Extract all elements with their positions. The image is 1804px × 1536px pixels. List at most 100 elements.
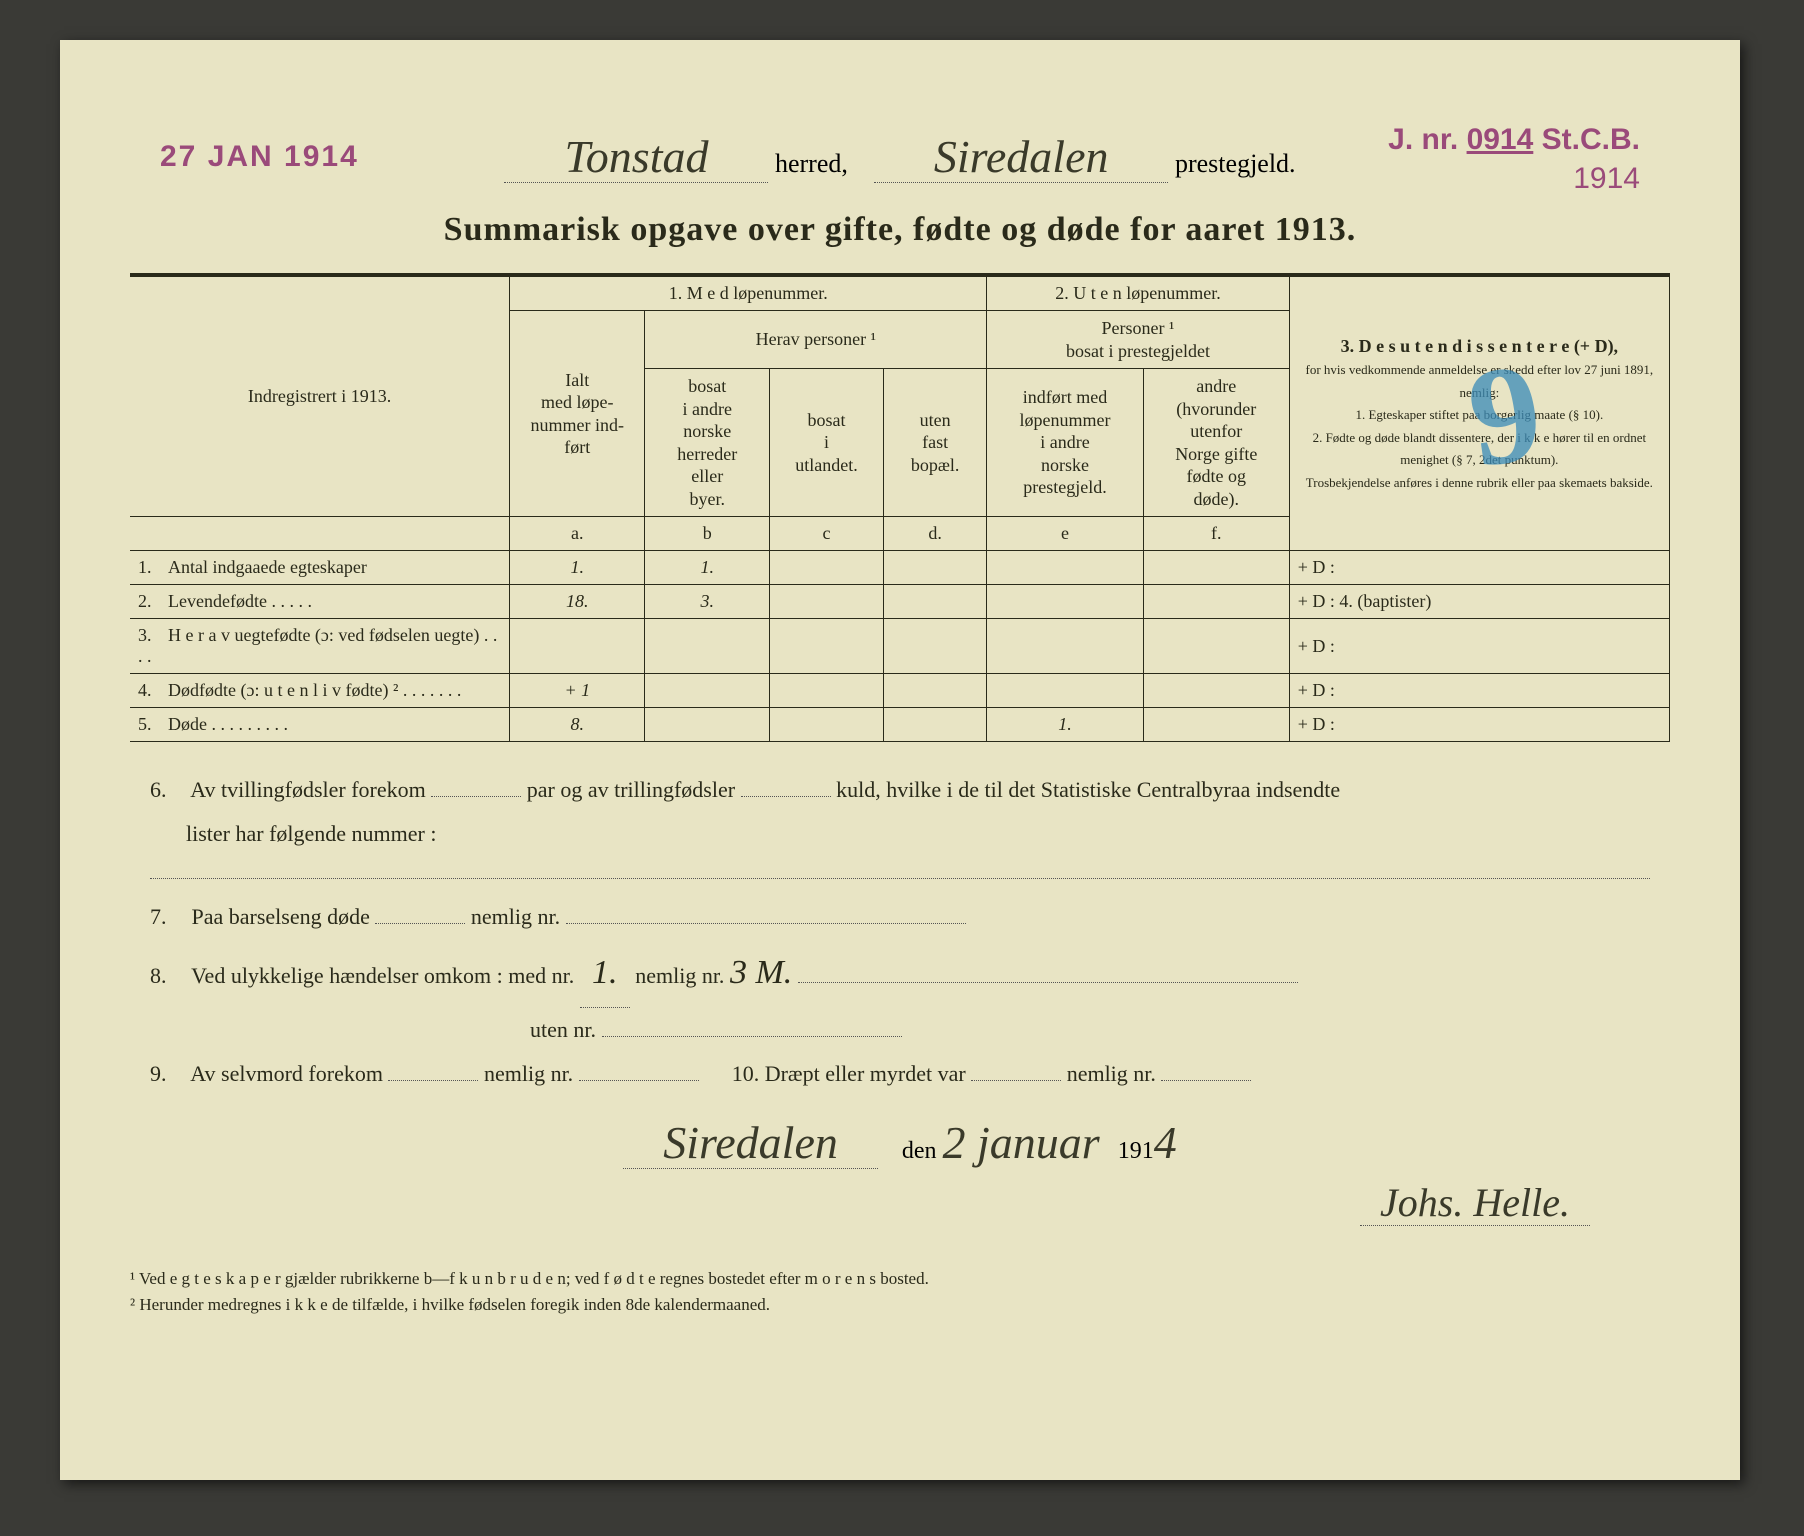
cell-b: 1. bbox=[645, 551, 770, 585]
left-header: Indregistrert i 1913. bbox=[130, 277, 510, 517]
sig-den: den bbox=[902, 1138, 937, 1164]
cell-f bbox=[1143, 708, 1289, 742]
note6a: Av tvillingfødsler forekom bbox=[190, 777, 425, 802]
note8b: nemlig nr. bbox=[635, 963, 724, 988]
cell-g: + D : bbox=[1289, 619, 1669, 674]
note8-val2: 3 M. bbox=[730, 954, 792, 991]
herred-label: herred, bbox=[775, 149, 848, 178]
cell-c bbox=[770, 585, 884, 619]
section3: 3. D e s u t e n d i s s e n t e r e (+ … bbox=[1289, 277, 1669, 551]
footnote-1: ¹ Ved e g t e s k a p e r gjælder rubrik… bbox=[130, 1266, 1670, 1292]
row-num: 1. bbox=[138, 557, 168, 578]
cell-a bbox=[510, 619, 645, 674]
notes-section: 6. Av tvillingfødsler forekom par og av … bbox=[130, 768, 1670, 1096]
footnote-2: ² Herunder medregnes i k k e de tilfælde… bbox=[130, 1292, 1670, 1318]
section3-title: 3. D e s u t e n d i s s e n t e r e (+ … bbox=[1341, 336, 1618, 356]
cell-b: 3. bbox=[645, 585, 770, 619]
sig-date: 2 januar bbox=[943, 1117, 1100, 1168]
document-paper: 27 JAN 1914 J. nr. 0914 St.C.B. 1914 Ton… bbox=[60, 40, 1740, 1480]
row-label: H e r a v uegtefødte (ɔ: ved fødselen ue… bbox=[138, 625, 497, 666]
note6c: kuld, hvilke i de til det Statistiske Ce… bbox=[836, 777, 1340, 802]
prestegjeld-label: prestegjeld. bbox=[1175, 149, 1296, 178]
note7: Paa barselseng døde bbox=[192, 904, 370, 929]
main-table: Indregistrert i 1913. 1. M e d løpenumme… bbox=[130, 276, 1670, 742]
cell-g: + D : 4. (baptister) bbox=[1289, 585, 1669, 619]
col-f-header: andre (hvorunder utenfor Norge gifte fød… bbox=[1143, 369, 1289, 517]
herred-value: Tonstad bbox=[504, 131, 768, 183]
cell-d bbox=[883, 619, 986, 674]
row-label: Levendefødte . . . . . bbox=[168, 591, 312, 611]
cell-d bbox=[883, 674, 986, 708]
table-row: 2.Levendefødte . . . . . 18. 3. + D : 4.… bbox=[130, 585, 1670, 619]
table-row: 5.Døde . . . . . . . . . 8. 1. + D : bbox=[130, 708, 1670, 742]
row-num: 2. bbox=[138, 591, 168, 612]
date-stamp: 27 JAN 1914 bbox=[160, 140, 359, 174]
cell-b bbox=[645, 674, 770, 708]
sig-year-prefix: 191 bbox=[1118, 1138, 1154, 1164]
note8: Ved ulykkelige hændelser omkom : med nr. bbox=[191, 963, 574, 988]
note7b: nemlig nr. bbox=[471, 904, 560, 929]
cell-g: + D : bbox=[1289, 674, 1669, 708]
cell-g: + D : bbox=[1289, 708, 1669, 742]
cell-c bbox=[770, 674, 884, 708]
note8c: uten nr. bbox=[530, 1017, 596, 1042]
col-e-header: indført med løpenummer i andre norske pr… bbox=[987, 369, 1144, 517]
journal-stamp: J. nr. 0914 St.C.B. 1914 bbox=[1388, 120, 1640, 198]
row-label: Døde . . . . . . . . . bbox=[168, 714, 288, 734]
letter-e: e bbox=[987, 517, 1144, 551]
jnr-year: 1914 bbox=[1388, 159, 1640, 198]
cell-a: 18. bbox=[510, 585, 645, 619]
note8-val1: 1. bbox=[580, 939, 630, 1008]
note9: Av selvmord forekom bbox=[190, 1061, 383, 1086]
cell-e bbox=[987, 585, 1144, 619]
cell-f bbox=[1143, 551, 1289, 585]
letter-c: c bbox=[770, 517, 884, 551]
cell-c bbox=[770, 708, 884, 742]
cell-d bbox=[883, 708, 986, 742]
letter-b: b bbox=[645, 517, 770, 551]
table-row: 4.Dødfødte (ɔ: u t e n l i v fødte) ² . … bbox=[130, 674, 1670, 708]
section2-sub: Personer ¹ bosat i prestegjeldet bbox=[987, 311, 1289, 369]
row-label: Dødfødte (ɔ: u t e n l i v fødte) ² . . … bbox=[168, 680, 461, 700]
cell-c bbox=[770, 619, 884, 674]
cell-e bbox=[987, 551, 1144, 585]
footnotes: ¹ Ved e g t e s k a p e r gjælder rubrik… bbox=[130, 1266, 1670, 1317]
col-c-header: bosat i utlandet. bbox=[770, 369, 884, 517]
sig-year-suffix: 4 bbox=[1154, 1117, 1177, 1168]
jnr-suffix: St.C.B. bbox=[1542, 123, 1640, 156]
table-row: 1.Antal indgaaede egteskaper 1. 1. + D : bbox=[130, 551, 1670, 585]
jnr-prefix: J. nr. bbox=[1388, 123, 1458, 156]
row-num: 4. bbox=[138, 680, 168, 701]
note9b: nemlig nr. bbox=[484, 1061, 573, 1086]
cell-b bbox=[645, 708, 770, 742]
cell-e bbox=[987, 619, 1144, 674]
jnr-number: 0914 bbox=[1467, 123, 1534, 156]
signature-name: Johs. Helle. bbox=[130, 1179, 1670, 1226]
document-title: Summarisk opgave over gifte, fødte og dø… bbox=[130, 211, 1670, 249]
table-row: 3.H e r a v uegtefødte (ɔ: ved fødselen … bbox=[130, 619, 1670, 674]
cell-e bbox=[987, 674, 1144, 708]
row-num: 3. bbox=[138, 625, 168, 646]
note10: 10. Dræpt eller myrdet var bbox=[732, 1061, 966, 1086]
cell-a: 8. bbox=[510, 708, 645, 742]
col-b-header: bosat i andre norske herreder eller byer… bbox=[645, 369, 770, 517]
note10b: nemlig nr. bbox=[1067, 1061, 1156, 1086]
cell-f bbox=[1143, 674, 1289, 708]
prestegjeld-value: Siredalen bbox=[874, 131, 1169, 183]
cell-f bbox=[1143, 619, 1289, 674]
section3-body: for hvis vedkommende anmeldelse er skedd… bbox=[1306, 362, 1654, 490]
signature-line: Siredalen den 2 januar 1914 bbox=[130, 1116, 1670, 1169]
col-a-header: Ialt med løpe- nummer ind- ført bbox=[510, 311, 645, 517]
letter-f: f. bbox=[1143, 517, 1289, 551]
letter-a: a. bbox=[510, 517, 645, 551]
col-d-header: uten fast bopæl. bbox=[883, 369, 986, 517]
cell-c bbox=[770, 551, 884, 585]
cell-f bbox=[1143, 585, 1289, 619]
cell-b bbox=[645, 619, 770, 674]
letter-d: d. bbox=[883, 517, 986, 551]
row-num: 5. bbox=[138, 714, 168, 735]
cell-a: + 1 bbox=[510, 674, 645, 708]
herav-header: Herav personer ¹ bbox=[645, 311, 987, 369]
cell-g: + D : bbox=[1289, 551, 1669, 585]
cell-a: 1. bbox=[510, 551, 645, 585]
